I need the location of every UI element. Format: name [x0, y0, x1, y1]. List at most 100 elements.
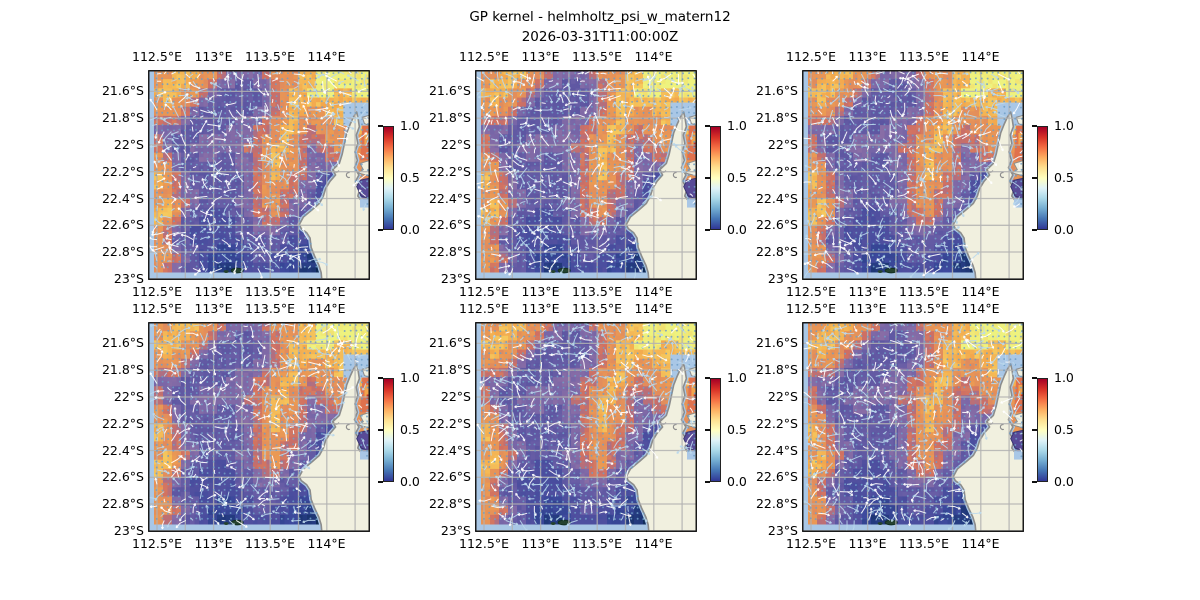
- y-tick-label: 23°S: [440, 522, 471, 538]
- y-tick-label: 22°S: [113, 137, 144, 152]
- colorbar-tick-label: 0.0: [727, 474, 747, 489]
- y-tick-label: 22.6°S: [101, 469, 144, 485]
- x-tick-label-top: 114°E: [307, 49, 346, 64]
- colorbar-tick: [1032, 229, 1037, 231]
- x-tick-label-bottom: 113°E: [848, 284, 887, 299]
- y-tick-label: 22.4°S: [755, 190, 798, 206]
- colorbar-tick-label: 1.0: [727, 370, 747, 385]
- figure-title: GP kernel - helmholtz_psi_w_matern12: [469, 9, 731, 25]
- colorbar-tick: [1032, 377, 1037, 379]
- y-tick-label: 22.4°S: [101, 442, 144, 458]
- y-tick-label: 23°S: [440, 270, 471, 286]
- y-tick-label: 22.6°S: [101, 217, 144, 233]
- x-tick-label-top: 113.5°E: [899, 301, 949, 316]
- y-tick-label: 21.6°S: [755, 83, 798, 99]
- x-tick-label-bottom: 113.5°E: [572, 536, 622, 551]
- colorbar-tick: [378, 481, 383, 483]
- x-tick-label-top: 112.5°E: [459, 301, 509, 316]
- x-tick-label-bottom: 114°E: [961, 284, 1000, 299]
- x-tick-label-bottom: 112.5°E: [132, 284, 182, 299]
- colorbar: [383, 126, 394, 230]
- colorbar-tick: [705, 481, 710, 483]
- y-tick-label: 21.6°S: [755, 335, 798, 351]
- map-canvas-panel-r2c2: [475, 322, 697, 532]
- x-tick-label-bottom: 113.5°E: [899, 284, 949, 299]
- x-tick-label-top: 114°E: [634, 49, 673, 64]
- x-tick-label-top: 112.5°E: [459, 49, 509, 64]
- colorbar-tick-label: 1.0: [727, 118, 747, 133]
- colorbar-tick: [705, 429, 710, 431]
- y-tick-label: 21.8°S: [428, 110, 471, 126]
- map-canvas-panel-r1c1: [148, 70, 370, 280]
- x-tick-label-bottom: 112.5°E: [459, 284, 509, 299]
- colorbar: [1037, 126, 1048, 230]
- x-tick-label-top: 113.5°E: [572, 49, 622, 64]
- x-tick-label-top: 113°E: [521, 49, 560, 64]
- figure-subtitle: 2026-03-31T11:00:00Z: [521, 29, 679, 45]
- y-tick-label: 22.8°S: [101, 244, 144, 259]
- y-tick-label: 22.8°S: [428, 244, 471, 259]
- colorbar-tick: [1032, 481, 1037, 483]
- x-tick-label-top: 112.5°E: [786, 301, 836, 316]
- y-tick-label: 22.6°S: [428, 469, 471, 485]
- x-tick-label-bottom: 113°E: [194, 536, 233, 551]
- colorbar-tick-label: 0.5: [727, 170, 747, 185]
- map-canvas-panel-r2c3: [802, 322, 1024, 532]
- colorbar-tick-label: 0.0: [727, 222, 747, 237]
- y-tick-label: 22°S: [440, 389, 471, 404]
- x-tick-label-top: 114°E: [307, 301, 346, 316]
- colorbar-tick: [705, 177, 710, 179]
- y-tick-label: 22°S: [440, 137, 471, 152]
- x-tick-label-bottom: 113.5°E: [245, 284, 295, 299]
- x-tick-label-bottom: 113°E: [521, 284, 560, 299]
- colorbar-tick-label: 0.0: [400, 474, 420, 489]
- colorbar-tick: [378, 429, 383, 431]
- y-tick-label: 22°S: [113, 389, 144, 404]
- colorbar: [710, 378, 721, 482]
- x-tick-label-bottom: 112.5°E: [786, 284, 836, 299]
- x-tick-label-top: 113.5°E: [899, 49, 949, 64]
- x-tick-label-top: 113.5°E: [245, 301, 295, 316]
- x-tick-label-top: 112.5°E: [132, 49, 182, 64]
- x-tick-label-bottom: 114°E: [961, 536, 1000, 551]
- x-tick-label-top: 114°E: [961, 49, 1000, 64]
- y-tick-label: 22.8°S: [428, 496, 471, 511]
- x-tick-label-top: 113°E: [194, 301, 233, 316]
- y-tick-label: 22°S: [767, 137, 798, 152]
- y-tick-label: 21.8°S: [428, 362, 471, 378]
- x-tick-label-top: 113°E: [521, 301, 560, 316]
- y-tick-label: 22.8°S: [755, 496, 798, 511]
- map-canvas-panel-r2c1: [148, 322, 370, 532]
- colorbar-tick-label: 0.0: [1054, 222, 1074, 237]
- x-tick-label-bottom: 114°E: [307, 536, 346, 551]
- x-tick-label-bottom: 113°E: [848, 536, 887, 551]
- y-tick-label: 23°S: [767, 522, 798, 538]
- x-tick-label-top: 114°E: [634, 301, 673, 316]
- x-tick-label-top: 112.5°E: [132, 301, 182, 316]
- colorbar-tick: [705, 377, 710, 379]
- y-tick-label: 22.4°S: [101, 190, 144, 206]
- x-tick-label-bottom: 114°E: [634, 536, 673, 551]
- y-tick-label: 22.2°S: [428, 415, 471, 431]
- x-tick-label-top: 113.5°E: [572, 301, 622, 316]
- y-tick-label: 22°S: [767, 389, 798, 404]
- y-tick-label: 23°S: [113, 522, 144, 538]
- colorbar-tick-label: 1.0: [1054, 118, 1074, 133]
- y-tick-label: 23°S: [113, 270, 144, 286]
- colorbar-tick: [378, 229, 383, 231]
- y-tick-label: 22.8°S: [755, 244, 798, 259]
- y-tick-label: 22.2°S: [101, 415, 144, 431]
- y-tick-label: 21.6°S: [101, 335, 144, 351]
- colorbar-tick: [1032, 125, 1037, 127]
- y-tick-label: 22.2°S: [428, 163, 471, 179]
- colorbar-tick: [1032, 429, 1037, 431]
- map-canvas-panel-r1c2: [475, 70, 697, 280]
- y-tick-label: 22.2°S: [755, 415, 798, 431]
- colorbar-tick-label: 0.0: [400, 222, 420, 237]
- x-tick-label-bottom: 113.5°E: [899, 536, 949, 551]
- y-tick-label: 22.6°S: [755, 217, 798, 233]
- y-tick-label: 23°S: [767, 270, 798, 286]
- y-tick-label: 22.6°S: [755, 469, 798, 485]
- x-tick-label-top: 114°E: [961, 301, 1000, 316]
